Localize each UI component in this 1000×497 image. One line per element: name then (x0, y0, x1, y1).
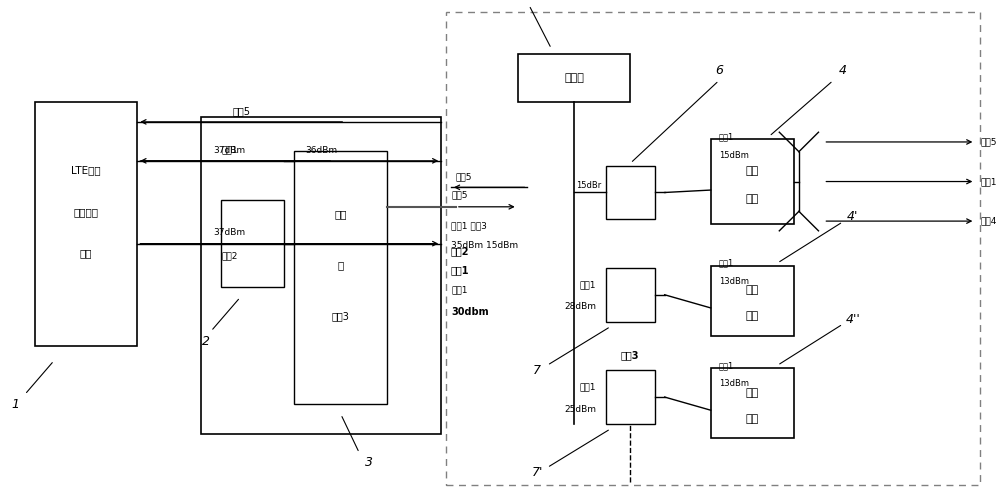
Text: 信号1: 信号1 (451, 285, 468, 294)
Text: 单元: 单元 (80, 248, 92, 258)
Bar (221, 200, 284, 287)
Text: 13dBm: 13dBm (719, 277, 749, 286)
Text: 信号1: 信号1 (719, 361, 734, 370)
Text: 2: 2 (202, 334, 210, 347)
Text: 7': 7' (532, 466, 543, 479)
Text: 28dBm: 28dBm (564, 303, 596, 312)
Text: 信号1: 信号1 (580, 280, 596, 290)
Text: 信号1: 信号1 (222, 146, 238, 155)
Bar (606, 166, 655, 219)
Text: 7: 7 (533, 364, 541, 377)
Text: 信号4: 信号4 (980, 217, 997, 226)
Bar (201, 117, 441, 433)
Text: 信号1: 信号1 (980, 177, 997, 186)
Text: 器: 器 (338, 260, 344, 270)
Text: 4': 4' (847, 210, 858, 223)
Text: 30dbm: 30dbm (451, 307, 489, 317)
Text: 合路: 合路 (334, 209, 347, 219)
Text: 35dBm 15dBm: 35dBm 15dBm (451, 241, 518, 250)
Bar (711, 368, 794, 438)
Text: 有源: 有源 (746, 166, 759, 176)
Text: 信号5: 信号5 (232, 106, 250, 116)
Text: 13dBm: 13dBm (719, 379, 749, 388)
Bar (34, 102, 137, 346)
Text: 射频拉远: 射频拉远 (73, 207, 98, 217)
Text: 36dBm: 36dBm (305, 146, 337, 155)
Text: 馈线2: 馈线2 (451, 246, 470, 256)
Text: 37dBm: 37dBm (213, 146, 245, 155)
Bar (711, 139, 794, 224)
Text: 信号1: 信号1 (719, 258, 734, 267)
Text: 4: 4 (839, 64, 847, 77)
Text: 天线: 天线 (746, 312, 759, 322)
Text: 馈线1: 馈线1 (451, 265, 470, 275)
Text: 信号5: 信号5 (980, 138, 997, 147)
Text: 3: 3 (365, 456, 373, 469)
Bar (518, 54, 630, 102)
Text: 有源: 有源 (746, 388, 759, 398)
Text: 15dBm: 15dBm (719, 152, 749, 161)
Text: 37dBm: 37dBm (213, 229, 245, 238)
Text: LTE基站: LTE基站 (71, 166, 101, 175)
Text: 有源: 有源 (746, 285, 759, 295)
Text: 5: 5 (520, 0, 528, 1)
Text: 信号3: 信号3 (332, 311, 350, 321)
Bar (294, 151, 387, 405)
Text: 功分器: 功分器 (564, 73, 584, 83)
Text: 信号1: 信号1 (580, 383, 596, 392)
Text: 25dBm: 25dBm (564, 405, 596, 414)
Bar (446, 12, 980, 485)
Text: 6: 6 (715, 64, 723, 77)
Text: 天线: 天线 (746, 193, 759, 204)
Text: 信号1 信号3: 信号1 信号3 (451, 222, 487, 231)
Text: 15dBr: 15dBr (576, 181, 601, 190)
Bar (606, 370, 655, 424)
Text: 信号2: 信号2 (222, 251, 238, 260)
Text: 天线: 天线 (746, 414, 759, 423)
Bar (606, 268, 655, 322)
Text: 信号1: 信号1 (719, 132, 734, 141)
Text: 信号5: 信号5 (451, 190, 468, 199)
Text: 1: 1 (11, 398, 19, 411)
Text: 4'': 4'' (845, 313, 860, 326)
Text: 馈线3: 馈线3 (621, 351, 639, 361)
Bar (711, 265, 794, 336)
Text: 信号5: 信号5 (456, 172, 472, 181)
